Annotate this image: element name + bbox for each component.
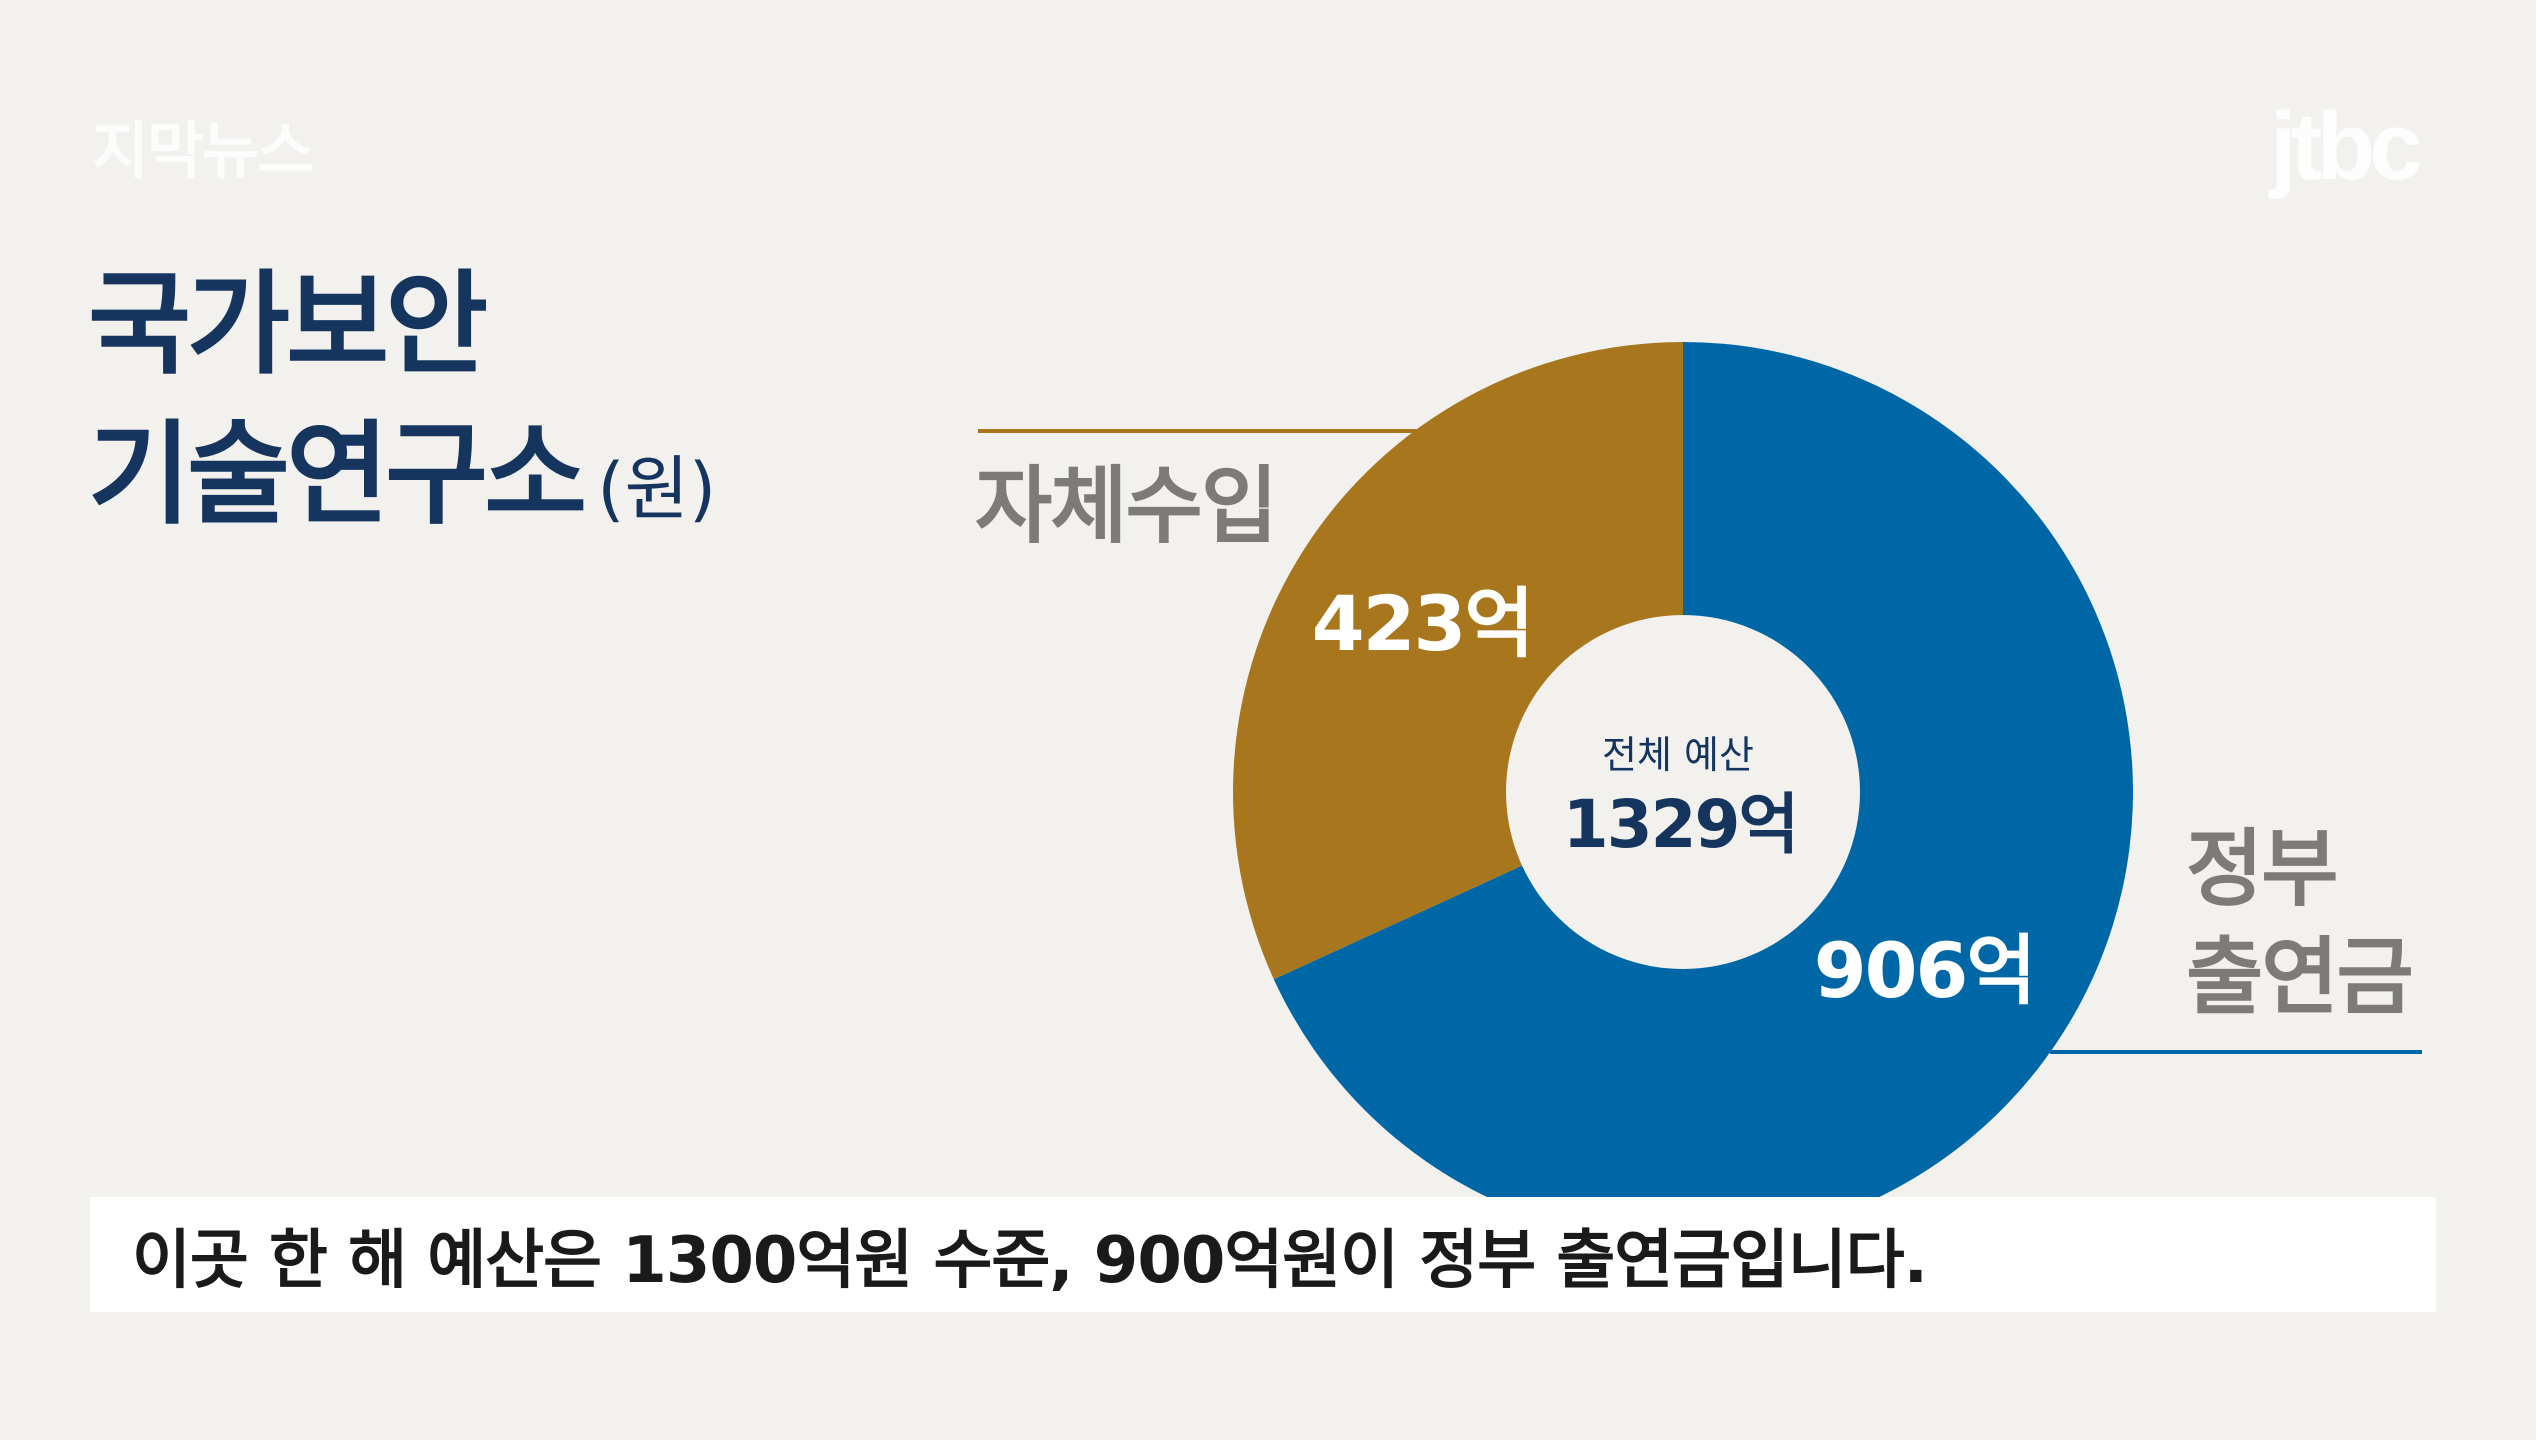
slice-name-government-line-2: 출연금	[2186, 928, 2412, 1026]
slice-name-self-income: 자체수입	[975, 457, 1276, 555]
slice-value-label-self-income: 423억	[1312, 579, 1533, 668]
subtitle-caption: 이곳 한 해 예산은 1300억원 수준, 900억원이 정부 출연금입니다.	[90, 1197, 2436, 1312]
slice-value-label-government: 906억	[1814, 926, 2035, 1015]
title-line-1: 국가보안	[88, 260, 488, 390]
donut-hole	[1506, 615, 1860, 969]
caption-text: 이곳 한 해 예산은 1300억원 수준, 900억원이 정부 출연금입니다.	[132, 1223, 1928, 1298]
title-unit: (원)	[597, 448, 717, 530]
center-value: 1329억	[1563, 786, 1797, 863]
slice-name-government-line-1: 정부	[2186, 820, 2337, 918]
watermark-text: 지막뉴스	[92, 114, 314, 187]
center-label: 전체 예산	[1602, 733, 1754, 777]
chart-title: 국가보안 기술연구소 (원)	[88, 250, 716, 564]
title-line-2: 기술연구소 (원)	[88, 400, 716, 564]
jtbc-logo: jtbc	[2270, 93, 2423, 200]
title-line-2-text: 기술연구소	[88, 410, 587, 540]
